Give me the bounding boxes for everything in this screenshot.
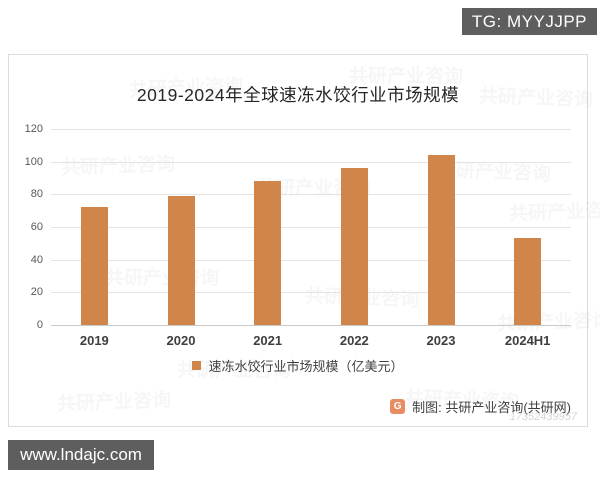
background-watermark: 共研产业咨询 (56, 390, 172, 415)
chart-title: 2019-2024年全球速冻水饺行业市场规模 (136, 85, 460, 105)
chart-legend: 速冻水饺行业市场规模（亿美元） (9, 356, 587, 375)
y-tick-label-120: 120 (24, 123, 43, 135)
bar-2023 (427, 155, 455, 325)
chart-panel: 共研产业咨询 共研产业咨询 共研产业咨询 共研产业咨询 共研产业咨询 共研产业咨询 共研产业… (8, 54, 600, 427)
y-tick-label-40: 40 (30, 253, 43, 266)
gridline-60 (51, 227, 571, 228)
y-tick-label-100: 100 (24, 155, 43, 168)
x-tick-label-2024H1: 2024H1 (504, 333, 551, 348)
gridline-40 (51, 259, 571, 261)
site-badge: www.lndajc.com (8, 440, 154, 470)
x-tick-label-2019: 2019 (79, 333, 109, 348)
gridline-100 (51, 161, 571, 163)
gridline-80 (51, 194, 571, 196)
y-tick-label-0: 0 (36, 319, 43, 331)
bar-2022 (340, 168, 368, 325)
tg-badge: TG: MYYJJPP (461, 8, 597, 35)
bar-chart-plot: 0 20 40 60 80 100 120 2019 2020 2021 2022 2023 2024… (25, 123, 571, 348)
y-tick-label-60: 60 (30, 221, 43, 233)
legend-label: 速冻水饺行业市场规模（亿美元） (208, 359, 404, 374)
x-tick-label-2020: 2020 (166, 333, 196, 348)
bar-2020 (167, 195, 195, 325)
y-tick-label-80: 80 (30, 188, 43, 201)
bar-2019 (80, 207, 108, 325)
legend-marker-icon (192, 361, 202, 370)
y-tick-label-20: 20 (30, 286, 43, 299)
y-axis-ticks: 0 20 40 60 80 100 120 (11, 123, 51, 331)
x-tick-label-2022: 2022 (339, 333, 369, 348)
gonyan-logo-icon: G (390, 399, 406, 414)
bar-2021 (254, 181, 282, 325)
gridline-0 (51, 325, 571, 326)
x-tick-label-2023: 2023 (426, 333, 456, 348)
gridline-120 (51, 129, 571, 130)
gridline-20 (51, 292, 571, 294)
bar-2024H1 (514, 238, 542, 325)
chart-credit: G 制图: 共研产业咨询(共研网) 17352439957 (390, 397, 577, 423)
x-tick-label-2021: 2021 (253, 333, 283, 348)
credit-text: 制图: 共研产业咨询(共研网) (412, 400, 571, 415)
